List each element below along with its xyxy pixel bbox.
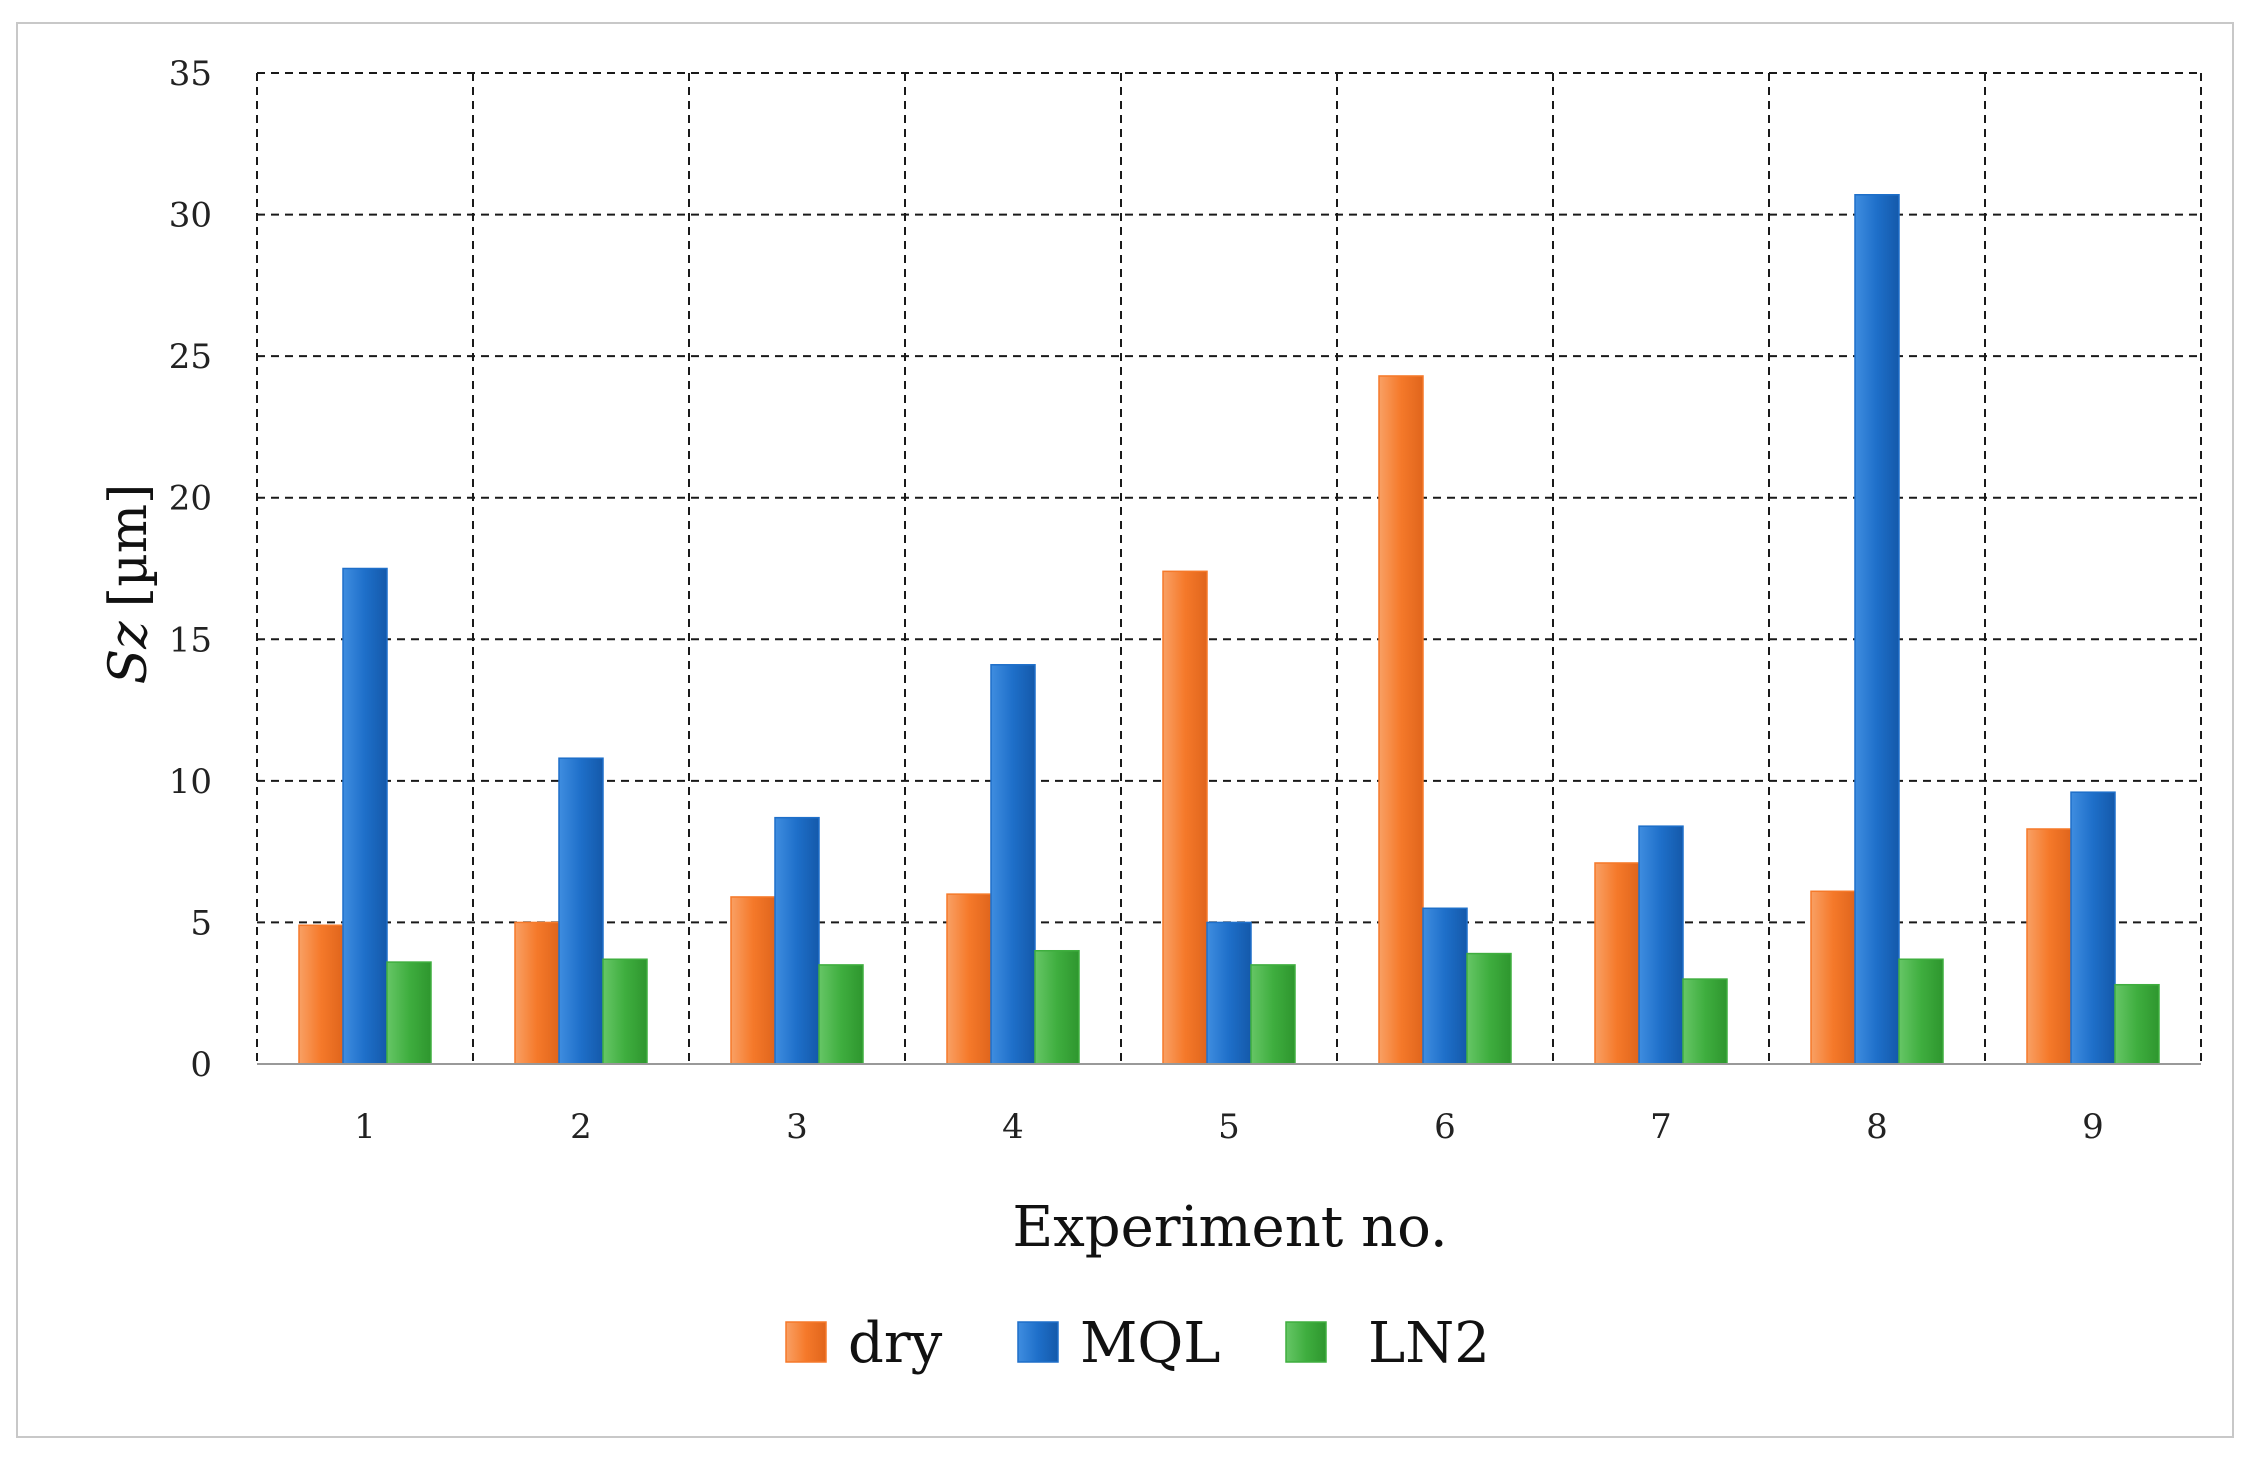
bar-mql-1 xyxy=(342,567,388,1065)
y-tick-label: 15 xyxy=(169,620,212,660)
bar-ln2-6 xyxy=(1466,952,1512,1065)
chart-frame: 0 5 10 15 20 25 30 35 1 2 3 4 5 6 7 8 9 Sz [µm] Experime… xyxy=(16,22,2234,1438)
legend-swatch-ln2 xyxy=(1285,1321,1327,1363)
bar-ln2-2 xyxy=(602,958,648,1065)
bar-dry-9 xyxy=(2026,828,2072,1065)
bar-dry-6 xyxy=(1378,375,1424,1065)
legend: dry MQL LN2 xyxy=(785,1311,1490,1376)
x-tick-label: 6 xyxy=(1434,1107,1456,1147)
bar-dry-8 xyxy=(1810,890,1856,1065)
bar-dry-4 xyxy=(946,893,992,1065)
bar-mql-8 xyxy=(1854,194,1900,1065)
y-tick-label: 20 xyxy=(169,479,212,519)
x-tick-label: 5 xyxy=(1218,1107,1240,1147)
bars xyxy=(298,194,2160,1065)
bar-mql-7 xyxy=(1638,825,1684,1065)
y-tick-label: 10 xyxy=(169,762,212,802)
y-axis-label-symbol: Sz xyxy=(99,621,159,685)
legend-swatch-dry xyxy=(785,1321,827,1363)
bar-dry-2 xyxy=(514,921,560,1065)
y-tick-labels: 0 5 10 15 20 25 30 35 xyxy=(169,54,212,1085)
bar-mql-3 xyxy=(774,816,820,1065)
x-tick-label: 4 xyxy=(1002,1107,1024,1147)
bar-ln2-3 xyxy=(818,964,864,1065)
bar-dry-7 xyxy=(1594,862,1640,1065)
bar-dry-5 xyxy=(1162,570,1208,1065)
y-tick-label: 30 xyxy=(169,196,212,236)
bar-mql-5 xyxy=(1206,921,1252,1065)
x-tick-label: 3 xyxy=(786,1107,808,1147)
legend-label-mql: MQL xyxy=(1080,1311,1220,1376)
bar-ln2-8 xyxy=(1898,958,1944,1065)
y-tick-label: 35 xyxy=(169,54,212,94)
bar-ln2-7 xyxy=(1682,978,1728,1065)
bar-ln2-9 xyxy=(2114,983,2160,1065)
x-tick-label: 7 xyxy=(1650,1107,1672,1147)
x-tick-label: 8 xyxy=(1866,1107,1888,1147)
y-tick-label: 5 xyxy=(190,903,212,943)
y-tick-label: 0 xyxy=(190,1045,212,1085)
grid xyxy=(256,72,2202,1064)
y-axis-label-unit: [µm] xyxy=(99,484,159,608)
y-tick-label: 25 xyxy=(169,337,212,377)
bar-ln2-5 xyxy=(1250,964,1296,1065)
legend-swatch-mql xyxy=(1017,1321,1059,1363)
x-axis-label: Experiment no. xyxy=(1012,1195,1447,1260)
legend-label-ln2: LN2 xyxy=(1368,1311,1490,1376)
bar-mql-6 xyxy=(1422,907,1468,1065)
x-tick-label: 9 xyxy=(2082,1107,2104,1147)
bar-ln2-4 xyxy=(1034,949,1080,1065)
chart: 0 5 10 15 20 25 30 35 1 2 3 4 5 6 7 8 9 Sz [µm] Experime… xyxy=(99,54,2202,1376)
bar-mql-4 xyxy=(990,664,1036,1065)
bar-dry-1 xyxy=(298,924,344,1065)
x-tick-labels: 1 2 3 4 5 6 7 8 9 xyxy=(354,1107,2104,1147)
bar-mql-9 xyxy=(2070,791,2116,1065)
bar-dry-3 xyxy=(730,896,776,1065)
bar-ln2-1 xyxy=(386,961,432,1065)
y-axis-label: Sz [µm] xyxy=(99,484,159,685)
x-tick-label: 2 xyxy=(570,1107,592,1147)
bar-mql-2 xyxy=(558,757,604,1065)
x-tick-label: 1 xyxy=(354,1107,376,1147)
legend-label-dry: dry xyxy=(848,1311,943,1376)
